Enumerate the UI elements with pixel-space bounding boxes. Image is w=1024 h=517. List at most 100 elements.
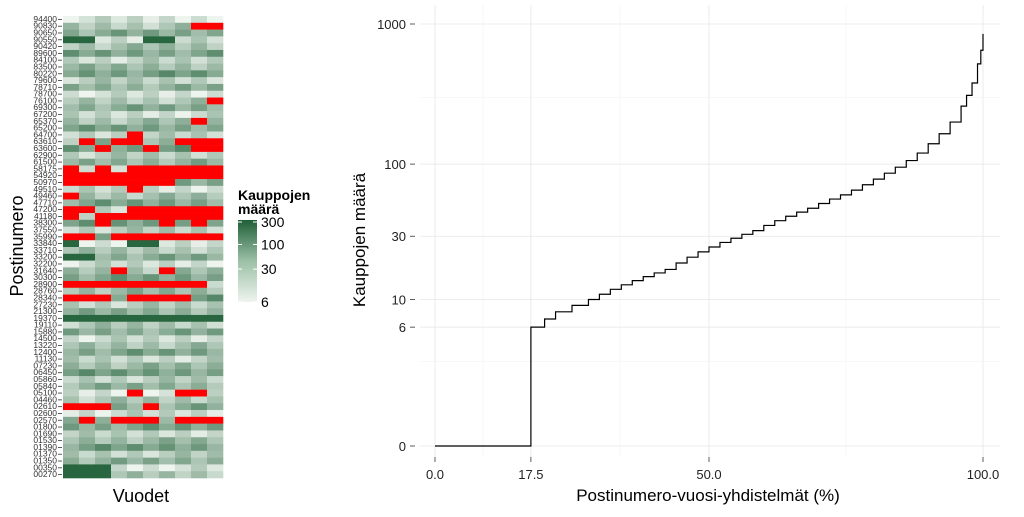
heatmap-cell — [159, 308, 176, 316]
heatmap-cell — [79, 213, 96, 221]
heatmap-cell — [175, 213, 192, 221]
heatmap-y-tick-label: 50970 — [33, 177, 57, 187]
heatmap-cell — [191, 90, 208, 98]
heatmap-y-tick-label: 05840 — [33, 381, 57, 391]
heatmap-cell — [111, 240, 128, 248]
heatmap-cell — [63, 124, 80, 132]
heatmap-cell — [111, 403, 128, 411]
heatmap-cell — [127, 287, 144, 295]
heatmap-cell — [175, 274, 192, 282]
heatmap-cell — [63, 36, 80, 44]
heatmap-cell — [191, 376, 208, 384]
heatmap-cell — [159, 457, 176, 465]
heatmap-cell — [143, 416, 160, 424]
heatmap-cell — [79, 172, 96, 180]
heatmap-cell — [159, 287, 176, 295]
heatmap-cell — [207, 138, 224, 146]
heatmap-cell — [95, 179, 112, 187]
heatmap-cell — [159, 43, 176, 51]
heatmap-cell — [95, 457, 112, 465]
heatmap-cell — [127, 430, 144, 438]
heatmap-cell — [143, 172, 160, 180]
heatmap-cell — [191, 185, 208, 193]
heatmap-cell — [191, 369, 208, 377]
heatmap-cell — [111, 444, 128, 452]
heatmap-cell — [127, 321, 144, 329]
heatmap-cell — [63, 287, 80, 295]
heatmap-cell — [143, 362, 160, 370]
heatmap-cell — [175, 403, 192, 411]
heatmap-y-tick-label: 49510 — [33, 184, 57, 194]
heatmap-cell — [95, 301, 112, 309]
heatmap-cell — [63, 335, 80, 343]
heatmap-cell — [95, 63, 112, 71]
heatmap-y-tick-label: 76100 — [33, 95, 57, 105]
heatmap-cell — [191, 267, 208, 275]
y-tick-label: 6 — [399, 320, 406, 335]
heatmap-cell — [143, 199, 160, 207]
heatmap-cell — [95, 376, 112, 384]
heatmap-y-tick-label: 02570 — [33, 415, 57, 425]
heatmap-cell — [207, 213, 224, 221]
heatmap-cell — [79, 56, 96, 64]
heatmap-cell — [175, 117, 192, 125]
heatmap-y-tick-label: 47200 — [33, 204, 57, 214]
heatmap-cell — [175, 471, 192, 479]
heatmap-cell — [63, 117, 80, 125]
heatmap-cell — [175, 348, 192, 356]
heatmap-cell — [143, 56, 160, 64]
heatmap-y-tick-label: 01530 — [33, 435, 57, 445]
heatmap-cell — [127, 172, 144, 180]
y-tick-label: 0 — [399, 439, 406, 454]
heatmap-y-tick-label: 13220 — [33, 340, 57, 350]
heatmap-cell — [207, 111, 224, 119]
heatmap-y-tick-label: 63610 — [33, 136, 57, 146]
heatmap-cell — [63, 437, 80, 445]
heatmap-cell — [143, 321, 160, 329]
heatmap-cell — [79, 179, 96, 187]
heatmap-cell — [127, 117, 144, 125]
heatmap-cell — [95, 131, 112, 139]
heatmap-cell — [95, 314, 112, 323]
heatmap-cell — [175, 457, 192, 465]
heatmap-cell — [79, 328, 96, 336]
heatmap-cell — [95, 233, 112, 241]
heatmap-cell — [95, 49, 112, 58]
heatmap-cell — [191, 308, 208, 316]
heatmap-cell — [143, 369, 160, 377]
legend-tick-label: 6 — [261, 294, 269, 310]
heatmap-cell — [159, 70, 176, 78]
heatmap-y-tick-label: 19110 — [34, 320, 57, 330]
heatmap-cell — [207, 97, 224, 105]
heatmap-cell — [63, 389, 80, 397]
line-plot-y-ticks: 0 6 10 30 100 1000 — [377, 17, 415, 454]
heatmap-cell — [143, 77, 160, 85]
heatmap-cell — [111, 219, 128, 227]
heatmap-cell — [79, 396, 96, 404]
heatmap-cell — [143, 294, 160, 302]
heatmap-cell — [191, 131, 208, 139]
heatmap-cell — [175, 444, 192, 452]
heatmap-cell — [127, 185, 144, 193]
heatmap-y-tick-label: 28760 — [33, 286, 57, 296]
heatmap-cell — [111, 274, 128, 282]
legend-title-line-2: määrä — [238, 201, 279, 217]
heatmap-y-tick-label: 02610 — [33, 401, 57, 411]
heatmap-cell — [95, 192, 112, 200]
heatmap-cell — [111, 396, 128, 404]
heatmap-cell — [191, 49, 208, 58]
heatmap-cell — [63, 29, 80, 37]
heatmap-cell — [143, 206, 160, 214]
heatmap-cell — [95, 97, 112, 105]
heatmap-cell — [175, 29, 192, 37]
heatmap-cell — [79, 450, 96, 458]
heatmap-cell — [127, 308, 144, 316]
heatmap-cell — [207, 63, 224, 71]
heatmap-cell — [159, 267, 176, 275]
heatmap-cell — [143, 376, 160, 384]
heatmap-cell — [111, 437, 128, 445]
heatmap-cell — [191, 36, 208, 44]
heatmap-cell — [159, 22, 176, 30]
heatmap-cell — [191, 430, 208, 438]
heatmap-cell — [111, 342, 128, 350]
